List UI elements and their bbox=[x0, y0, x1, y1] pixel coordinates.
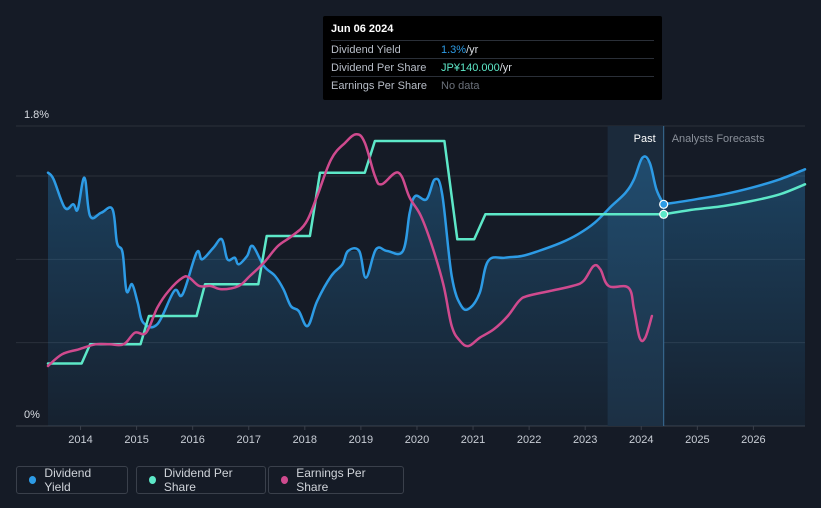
legend-label: Dividend Per Share bbox=[163, 466, 233, 494]
x-tick-label: 2021 bbox=[461, 434, 485, 446]
tooltip-value: 1.3% bbox=[441, 43, 467, 56]
tooltip-value: JP¥140.000 bbox=[441, 61, 500, 74]
dividend-per-share-line bbox=[46, 139, 665, 365]
x-tick-label: 2022 bbox=[517, 434, 541, 446]
series-lines[interactable] bbox=[46, 133, 807, 368]
dividend-yield-forecast-line bbox=[662, 168, 807, 206]
tooltip-label: Earnings Per Share bbox=[331, 79, 427, 92]
tooltip-value: No data bbox=[441, 79, 480, 92]
analysts-forecasts-label: Analysts Forecasts bbox=[672, 133, 765, 145]
legend-earnings-per-share[interactable]: Earnings Per Share bbox=[268, 466, 404, 494]
x-tick-label: 2014 bbox=[68, 434, 92, 446]
dividend-yield-marker bbox=[659, 199, 669, 209]
tooltip-unit: /yr bbox=[499, 61, 512, 74]
x-tick-label: 2018 bbox=[293, 434, 317, 446]
dividend-yield-line bbox=[46, 155, 665, 329]
tooltip-date: Jun 06 2024 bbox=[331, 23, 394, 35]
dividend-yield-area-fill bbox=[663, 169, 805, 427]
dividend-yield-area bbox=[48, 157, 805, 427]
x-tick-label: 2020 bbox=[405, 434, 429, 446]
tooltip-row-dividend-yield: Dividend Yield 1.3% /yr bbox=[331, 40, 654, 58]
y-axis-bottom-label: 0% bbox=[24, 409, 40, 421]
tooltip-row-dividend-per-share: Dividend Per Share JP¥140.000 /yr bbox=[331, 58, 654, 76]
past-label: Past bbox=[634, 133, 656, 145]
x-tick-label: 2025 bbox=[685, 434, 709, 446]
tooltip-row-earnings-per-share: Earnings Per Share No data bbox=[331, 76, 654, 94]
dividend-per-share-marker bbox=[659, 209, 669, 219]
x-tick-label: 2023 bbox=[573, 434, 597, 446]
dividend-yield-area-fill bbox=[48, 157, 664, 426]
legend-dot-icon bbox=[281, 476, 289, 484]
x-axis: 2014 2015 2016 2017 2018 2019 2020 2021 2022 2023… bbox=[68, 426, 766, 446]
legend-label: Earnings Per Share bbox=[296, 466, 366, 494]
tooltip-label: Dividend Per Share bbox=[331, 61, 427, 74]
tooltip-label: Dividend Yield bbox=[331, 43, 401, 56]
legend-dividend-per-share[interactable]: Dividend Per Share bbox=[136, 466, 266, 494]
x-tick-label: 2019 bbox=[349, 434, 373, 446]
legend-label: Dividend Yield bbox=[44, 466, 92, 494]
x-tick-label: 2024 bbox=[629, 434, 653, 446]
dividend-per-share-forecast-line bbox=[662, 183, 807, 216]
legend-dividend-yield[interactable]: Dividend Yield bbox=[16, 466, 128, 494]
x-tick-label: 2016 bbox=[180, 434, 204, 446]
legend-dot-icon bbox=[149, 476, 156, 484]
legend-dot-icon bbox=[29, 476, 37, 484]
current-value-markers bbox=[659, 199, 669, 219]
earnings-per-share-line bbox=[46, 133, 654, 368]
tooltip-unit: /yr bbox=[466, 43, 479, 56]
x-tick-label: 2017 bbox=[237, 434, 261, 446]
x-tick-label: 2026 bbox=[741, 434, 765, 446]
y-axis-top-label: 1.8% bbox=[24, 109, 49, 121]
x-tick-label: 2015 bbox=[124, 434, 148, 446]
hover-tooltip: Jun 06 2024 Dividend Yield 1.3% /yr Divi… bbox=[323, 16, 662, 100]
